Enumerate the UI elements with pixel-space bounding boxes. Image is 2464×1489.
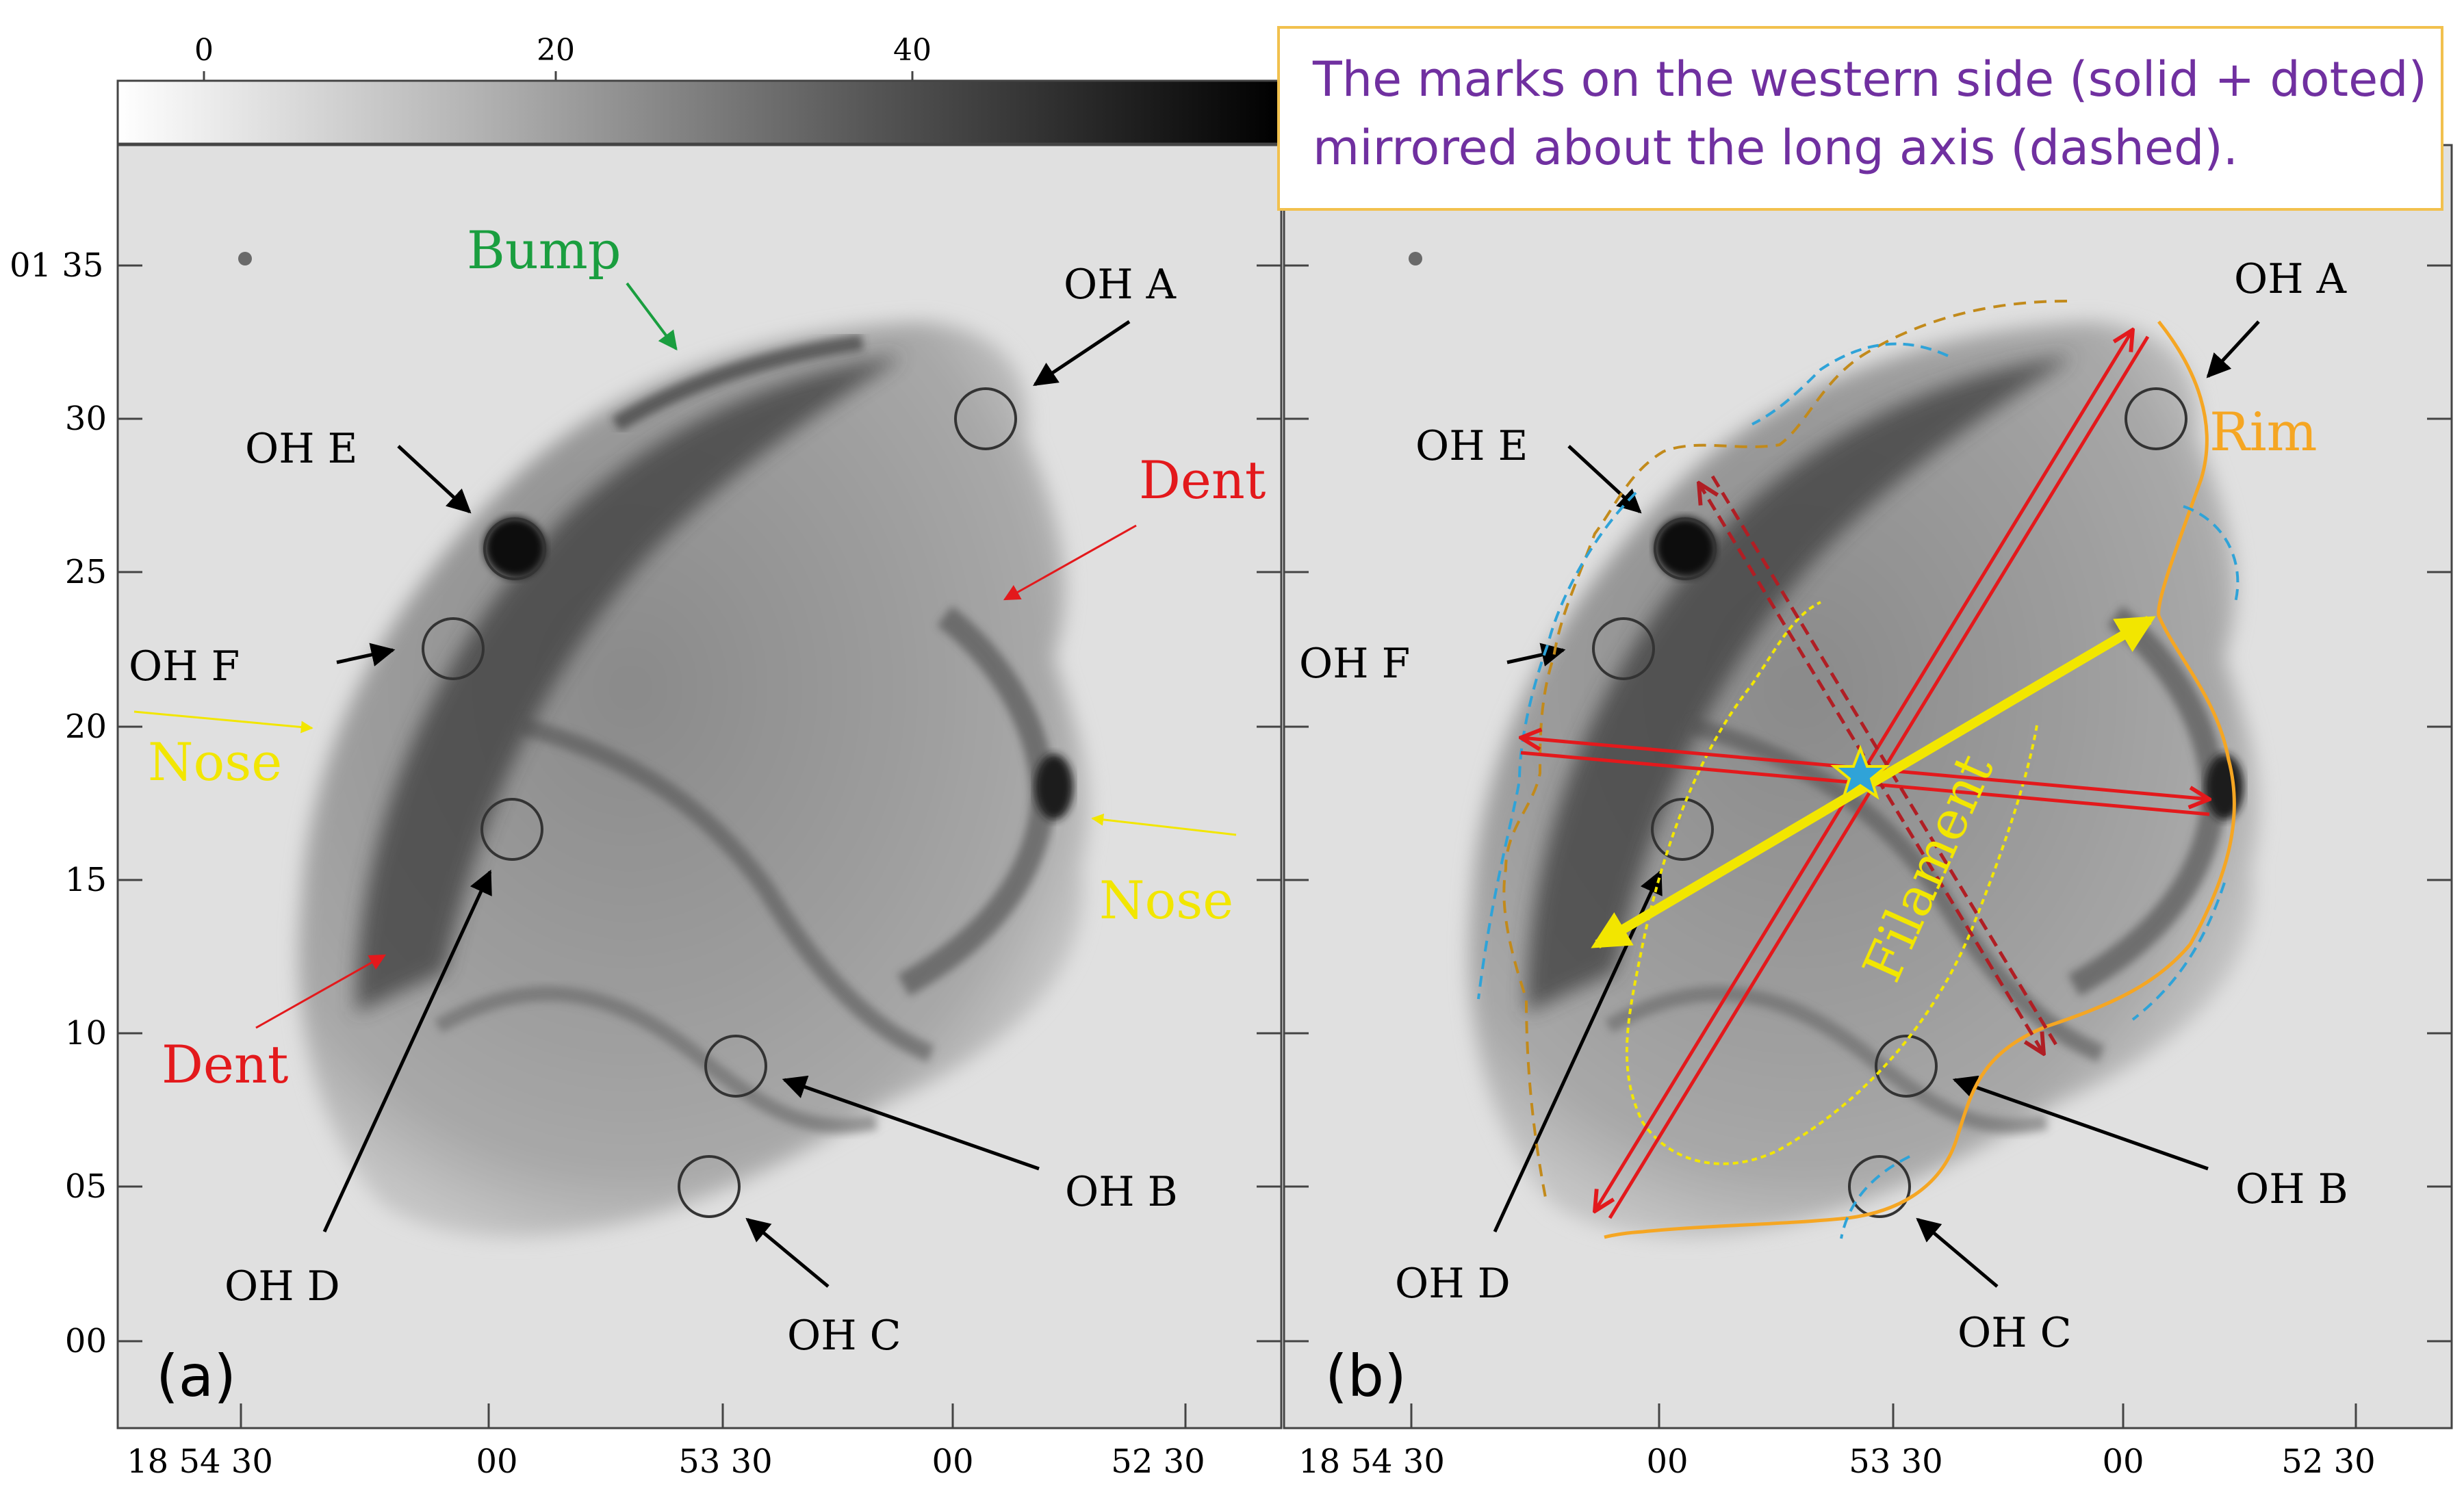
blue-dashed-curve	[2131, 882, 2226, 1021]
colorbar-tick-20: 20	[537, 33, 575, 68]
oh-a-arrow	[1033, 320, 1131, 387]
colorbar-tick-40: 40	[893, 33, 932, 68]
oh-c-circle	[678, 1155, 741, 1218]
note-line-2: mirrored about the long axis (dashed).	[1313, 120, 2238, 176]
blue-dashed-curve	[1477, 491, 1637, 1000]
panel-b-label: (b)	[1325, 1343, 1407, 1410]
x-tick-label: 00	[932, 1442, 973, 1481]
panel-a-nebula-image	[238, 252, 1089, 1237]
y-tick-label: 01 35	[10, 246, 103, 285]
y-tick-label: 05	[65, 1167, 107, 1206]
dent-right-label: Dent	[1139, 450, 1266, 510]
panel-b: 18 54 30 00 53 30 00 52 30 OH A OH B OH …	[1283, 144, 2453, 1481]
panel-a-label: (a)	[156, 1343, 236, 1410]
oh-e-circle	[483, 517, 546, 580]
panel-a-oh-circles	[422, 387, 1017, 1218]
x-tick-label: 00	[2102, 1442, 2144, 1481]
bump-arrow	[626, 282, 678, 351]
oh-d-label: OH D	[224, 1263, 340, 1310]
panel-a-x-tick-labels: 18 54 30 00 53 30 00 52 30	[127, 1442, 1205, 1481]
x-tick-label: 52 30	[2281, 1442, 2375, 1481]
nose-right-label: Nose	[1099, 870, 1233, 931]
panel-a-x-axis	[240, 1403, 1187, 1428]
rim-label: Rim	[2209, 402, 2318, 463]
oh-d-arrow	[322, 869, 492, 1233]
oh-e-label: OH E	[1415, 422, 1528, 470]
nose-right-arrow	[1091, 813, 1237, 836]
oh-f-circle	[422, 617, 485, 680]
colorbar-tick-0: 0	[194, 33, 214, 68]
nose-left-arrow	[133, 710, 313, 734]
panel-a-y-tick-labels: 01 35 30 25 20 15 10 05 00	[10, 246, 107, 1360]
panel-a-oh-arrows	[322, 320, 1131, 1288]
note-line-1: The marks on the western side (solid + d…	[1312, 51, 2427, 107]
oh-d-circle	[480, 798, 543, 861]
rim-curve	[1604, 320, 2236, 1239]
oh-c-label: OH C	[1958, 1309, 2072, 1357]
y-tick-label: 10	[65, 1014, 107, 1052]
y-tick-label: 20	[65, 708, 107, 746]
y-tick-label: 25	[65, 553, 107, 591]
x-tick-label: 18 54 30	[1298, 1442, 1445, 1481]
dent-left-arrow	[255, 954, 387, 1029]
dent-left-label: Dent	[162, 1034, 288, 1095]
oh-c-arrow	[745, 1217, 830, 1288]
y-tick-label: 30	[65, 400, 107, 438]
oh-f-arrow	[336, 643, 396, 666]
x-tick-label: 53 30	[1849, 1442, 1942, 1481]
panel-b-x-axis	[1410, 1403, 2357, 1428]
y-tick-label: 15	[65, 861, 107, 899]
oh-b-label: OH B	[1065, 1168, 1178, 1216]
panel-b-y-axis	[1284, 264, 2452, 1343]
x-tick-label: 00	[1646, 1442, 1688, 1481]
panel-a: 01 35 30 25 20 15 10 05 00 18 54 30 00 5…	[10, 144, 1283, 1481]
panel-b-x-tick-labels: 18 54 30 00 53 30 00 52 30	[1298, 1442, 2376, 1481]
oh-a-label: OH A	[1064, 261, 1177, 309]
x-tick-label: 52 30	[1111, 1442, 1205, 1481]
y-tick-label: 00	[65, 1322, 107, 1360]
bump-label: Bump	[467, 220, 621, 281]
oh-a-circle	[954, 387, 1017, 450]
oh-f-label: OH F	[1299, 640, 1410, 688]
oh-b-arrow	[782, 1075, 1040, 1171]
oh-e-label: OH E	[245, 425, 357, 473]
oh-c-arrow	[1916, 1217, 1999, 1288]
colorbar: 0 20 40	[116, 33, 1283, 145]
x-tick-label: 53 30	[678, 1442, 772, 1481]
note-box: The marks on the western side (solid + d…	[1277, 26, 2443, 211]
panel-b-oh-labels: OH A OH B OH C OH D OH E OH F	[1299, 255, 2348, 1357]
x-tick-label: 00	[476, 1442, 517, 1481]
center-star-icon	[1830, 744, 1890, 800]
oh-b-circle	[704, 1035, 767, 1098]
nose-left-label: Nose	[148, 731, 282, 792]
panel-a-oh-labels: OH A OH B OH C OH D OH E OH F	[129, 261, 1178, 1360]
oh-f-label: OH F	[129, 643, 240, 690]
oh-e-arrow	[397, 445, 472, 514]
blue-dashed-curve	[2183, 505, 2240, 603]
oh-a-label: OH A	[2234, 255, 2347, 303]
panel-a-y-axis	[118, 264, 1281, 1343]
oh-d-label: OH D	[1395, 1260, 1511, 1308]
oh-c-label: OH C	[787, 1312, 901, 1360]
oh-a-arrow	[2206, 320, 2260, 378]
oh-b-label: OH B	[2235, 1165, 2348, 1213]
dent-right-arrow	[1003, 524, 1137, 601]
x-tick-label: 18 54 30	[127, 1442, 273, 1481]
